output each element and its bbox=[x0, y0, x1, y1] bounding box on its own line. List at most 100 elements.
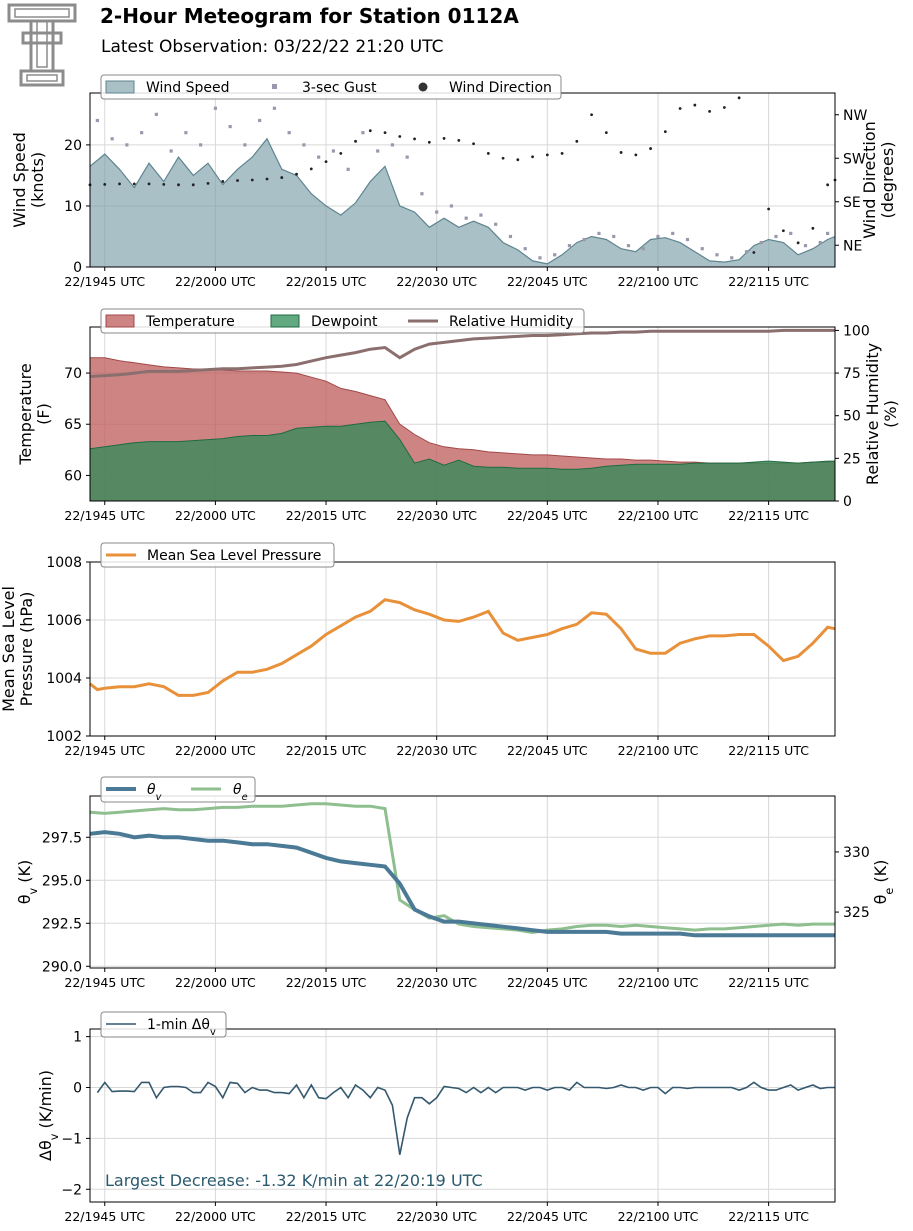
direction-point bbox=[693, 103, 697, 107]
x-tick-label: 22/2015 UTC bbox=[286, 743, 367, 758]
direction-point bbox=[265, 177, 269, 181]
gust-point bbox=[671, 231, 675, 236]
direction-point bbox=[398, 135, 402, 138]
legend-label-theta-e: θe bbox=[233, 782, 248, 803]
thermo-panel: 60 65 70 0 25 50 75 100 22/1945 UTC 22/2000 UTC 22… bbox=[16, 308, 900, 523]
direction-point bbox=[560, 152, 564, 155]
gust-point bbox=[420, 192, 424, 196]
legend-swatch-gust bbox=[272, 84, 277, 89]
gust-point bbox=[346, 167, 350, 171]
gust-point bbox=[479, 213, 483, 217]
direction-point bbox=[752, 251, 756, 254]
x-tick-label: 22/2115 UTC bbox=[728, 743, 809, 758]
x-tick-label: 22/1945 UTC bbox=[64, 743, 145, 758]
legend-label-wind-speed: Wind Speed bbox=[146, 80, 230, 96]
gust-point bbox=[213, 106, 217, 110]
x-tick-label: 22/2030 UTC bbox=[396, 975, 477, 990]
direction-point bbox=[442, 137, 446, 140]
gust-point bbox=[730, 256, 734, 260]
direction-point bbox=[280, 176, 284, 179]
wind-speed-axis-label: Wind Speed(knots) bbox=[10, 132, 47, 227]
pressure-panel: 1002 1004 1006 1008 22/1945 UTC 22/2000 UTC 22… bbox=[0, 542, 836, 758]
legend-label-dewpoint: Dewpoint bbox=[311, 314, 378, 330]
gust-point bbox=[538, 256, 542, 260]
direction-point bbox=[575, 139, 579, 143]
direction-point bbox=[501, 156, 505, 160]
direction-point bbox=[722, 106, 726, 109]
direction-point bbox=[191, 183, 195, 187]
legend-label-delta-theta: 1-min Δθv bbox=[147, 1017, 216, 1038]
y2-tick-label: 25 bbox=[843, 451, 861, 467]
legend-swatch-temperature bbox=[105, 314, 135, 328]
gust-point bbox=[184, 131, 188, 135]
legend-label-pressure: Mean Sea Level Pressure bbox=[147, 548, 321, 564]
direction-point bbox=[737, 96, 741, 100]
direction-point bbox=[619, 151, 623, 154]
figure-title: 2-Hour Meteogram for Station 0112A bbox=[100, 4, 519, 28]
pressure-axis-label: Mean Sea LevelPressure (hPa) bbox=[0, 586, 36, 712]
y-tick-label: 292.5 bbox=[42, 916, 82, 932]
gust-point bbox=[464, 216, 468, 220]
y-tick-label: 1006 bbox=[46, 613, 82, 629]
gust-point bbox=[789, 231, 793, 236]
x-tick-label: 22/2115 UTC bbox=[728, 1209, 809, 1224]
gust-point bbox=[258, 118, 262, 123]
gust-point bbox=[641, 247, 645, 251]
y-tick-label: −1 bbox=[61, 1131, 82, 1147]
dtheta-panel: −2 −1 0 1 22/1945 UTC 22/2000 UTC 22/2015 UTC 2… bbox=[36, 1011, 836, 1224]
gust-point bbox=[154, 112, 158, 116]
legend-label-gust: 3-sec Gust bbox=[302, 80, 377, 96]
y-tick-label: 0 bbox=[73, 260, 82, 276]
direction-point bbox=[457, 138, 461, 142]
x-tick-label: 22/2000 UTC bbox=[175, 743, 256, 758]
direction-point bbox=[236, 179, 239, 182]
x-tick-label: 22/2000 UTC bbox=[175, 975, 256, 990]
y2-tick-label: 325 bbox=[843, 905, 870, 921]
gust-point bbox=[228, 124, 232, 129]
direction-point bbox=[678, 107, 682, 110]
direction-point bbox=[324, 160, 328, 164]
gust-point bbox=[612, 234, 616, 239]
x-tick-label: 22/2115 UTC bbox=[728, 975, 809, 990]
direction-point bbox=[486, 152, 490, 155]
y-tick-label: 65 bbox=[64, 417, 82, 433]
x-tick-label: 22/2030 UTC bbox=[396, 274, 477, 289]
direction-point bbox=[531, 155, 534, 159]
gust-point bbox=[700, 247, 704, 251]
temperature-axis-label: Temperature(F) bbox=[16, 363, 53, 465]
gust-point bbox=[685, 237, 690, 242]
direction-point bbox=[162, 182, 166, 186]
x-tick-label: 22/2100 UTC bbox=[618, 975, 699, 990]
y-tick-label: 20 bbox=[64, 138, 82, 154]
gust-point bbox=[494, 222, 498, 226]
theta-v-axis-label: θv (K) bbox=[15, 860, 40, 904]
gust-point bbox=[449, 204, 454, 208]
gust-point bbox=[331, 149, 336, 153]
direction-point bbox=[604, 131, 608, 135]
wind-speed-area bbox=[90, 138, 835, 267]
direction-point bbox=[516, 158, 520, 162]
direction-point bbox=[383, 131, 387, 135]
gust-point bbox=[715, 253, 719, 257]
gust-point bbox=[826, 231, 830, 236]
gust-point bbox=[567, 244, 572, 248]
legend-box bbox=[100, 74, 562, 100]
x-tick-label: 22/1945 UTC bbox=[64, 1209, 145, 1224]
gust-point bbox=[656, 234, 660, 239]
direction-point bbox=[472, 142, 475, 146]
x-tick-label: 22/2100 UTC bbox=[618, 1209, 699, 1224]
y-tick-label: 295.0 bbox=[42, 873, 82, 889]
x-tick-label: 22/2115 UTC bbox=[728, 508, 809, 523]
x-tick-label: 22/2030 UTC bbox=[396, 508, 477, 523]
direction-point bbox=[103, 182, 107, 186]
legend-label-temperature: Temperature bbox=[145, 314, 235, 330]
largest-decrease-annotation: Largest Decrease: -1.32 K/min at 22/20:1… bbox=[105, 1171, 483, 1190]
gust-point bbox=[95, 118, 99, 123]
x-tick-label: 22/2100 UTC bbox=[618, 743, 699, 758]
theta-e-line bbox=[89, 802, 835, 935]
gust-point bbox=[110, 137, 114, 141]
x-tick-label: 22/2015 UTC bbox=[286, 975, 367, 990]
direction-point bbox=[177, 183, 180, 187]
y-tick-label: 297.5 bbox=[42, 830, 82, 846]
